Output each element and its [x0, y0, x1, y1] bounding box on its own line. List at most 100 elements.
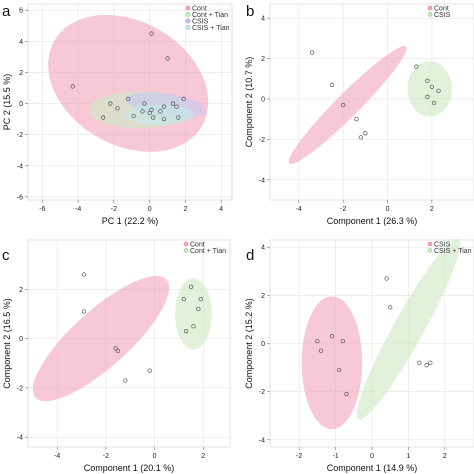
x-tick-label: -2	[111, 206, 117, 213]
data-point	[123, 378, 128, 383]
data-point	[115, 348, 121, 354]
data-point	[329, 334, 335, 339]
x-tick-label: -4	[75, 206, 81, 213]
data-point	[126, 96, 131, 102]
legend-label: Cont	[190, 241, 205, 248]
legend-marker	[185, 5, 191, 11]
x-tick-label: 0	[370, 453, 374, 460]
x-tick-label: 0	[148, 206, 152, 213]
data-point	[428, 360, 433, 365]
legend-label: CSIS + Tian	[192, 25, 230, 32]
y-tick-label: 2	[261, 56, 265, 63]
panel-label: d	[246, 247, 254, 264]
y-tick-label: -2	[259, 137, 265, 144]
x-axis-label: Component 1 (20.1 %)	[84, 463, 175, 473]
legend-marker	[185, 12, 191, 17]
y-tick-label: -4	[259, 437, 265, 444]
data-point	[388, 305, 393, 310]
y-tick-label: 2	[19, 287, 23, 294]
data-point	[340, 338, 346, 344]
y-tick-label: -2	[259, 389, 265, 396]
x-tick-label: -2	[340, 206, 346, 213]
data-point	[181, 296, 186, 302]
data-point	[70, 84, 75, 89]
confidence-ellipse-csis	[301, 296, 363, 430]
x-tick-label: -2	[103, 453, 109, 460]
data-point	[198, 296, 203, 302]
x-axis-label: Component 1 (14.9 %)	[327, 463, 418, 473]
panel-c: -4 -2 0 2 -4 -2 0 2 Component 1 (20.1 %) Componen…	[2, 239, 231, 473]
data-point	[196, 306, 201, 312]
data-point	[147, 110, 152, 116]
data-point	[81, 309, 87, 314]
data-point	[142, 101, 147, 106]
data-point	[425, 78, 430, 83]
legend-label: CSIS + Tian	[434, 248, 472, 255]
x-tick-label: 0	[386, 206, 390, 213]
legend-marker	[427, 12, 433, 17]
y-tick-label: -6	[17, 194, 23, 201]
y-axis-label: Component 2 (15.2 %)	[244, 298, 254, 389]
panel-label: c	[2, 247, 10, 264]
data-point	[161, 104, 167, 109]
data-point	[309, 50, 315, 55]
x-tick-label: 2	[184, 206, 188, 213]
data-point	[341, 102, 346, 108]
legend-label: Cont + Tian	[192, 12, 228, 19]
data-point	[344, 391, 349, 397]
data-point	[147, 368, 152, 373]
data-point	[181, 96, 186, 102]
data-point	[414, 64, 419, 69]
x-tick-label: -2	[296, 453, 302, 460]
legend-marker	[183, 241, 189, 247]
data-point	[108, 101, 113, 106]
y-tick-label: 4	[261, 16, 265, 23]
data-point	[417, 360, 422, 365]
y-tick-label: -2	[17, 132, 23, 139]
confidence-ellipse-cont	[32, 275, 170, 402]
x-tick-label: 1	[406, 453, 410, 460]
data-point	[363, 131, 368, 136]
data-point	[176, 115, 181, 120]
y-tick-label: 4	[261, 245, 265, 252]
data-point	[149, 107, 154, 112]
data-point	[425, 94, 430, 100]
legend-label: Cont + Tian	[190, 248, 226, 255]
data-point	[131, 113, 136, 119]
data-point	[101, 115, 106, 120]
legend-label: Cont	[192, 5, 207, 12]
data-point	[354, 117, 359, 122]
panel-a: -6 -4 -2 0 2 4 -6 -4 -2 0 2 4 6 PC 1 (22.2 %) PC 2 (15…	[2, 3, 233, 226]
data-point	[184, 329, 189, 334]
y-tick-label: 0	[261, 341, 265, 348]
panel-b: -4 -2 0 2 -4 -2 0 2 4 Component 1 (26.3 %) Compone…	[244, 3, 474, 226]
confidence-ellipse-cont-tian	[175, 278, 212, 350]
data-point	[431, 100, 437, 106]
x-tick-label: 2	[430, 206, 434, 213]
legend-marker	[185, 18, 191, 24]
x-tick-label: -4	[296, 206, 302, 213]
y-tick-label: 0	[261, 96, 265, 103]
y-tick-label: -4	[259, 177, 265, 184]
data-point	[358, 135, 364, 140]
x-tick-label: 2	[443, 453, 447, 460]
y-tick-label: -4	[17, 435, 23, 442]
x-tick-label: -1	[332, 453, 338, 460]
data-point	[384, 276, 389, 281]
y-tick-label: -2	[17, 385, 23, 392]
data-point	[161, 116, 167, 122]
y-tick-label: 0	[19, 336, 23, 343]
data-point	[165, 56, 170, 61]
x-axis-label: PC 1 (22.2 %)	[102, 216, 159, 226]
x-tick-label: -4	[54, 453, 60, 460]
panel-label: b	[246, 3, 254, 20]
x-tick-label: 4	[219, 206, 223, 213]
legend-marker	[185, 25, 191, 30]
data-point	[329, 82, 335, 87]
x-tick-label: 0	[153, 453, 157, 460]
